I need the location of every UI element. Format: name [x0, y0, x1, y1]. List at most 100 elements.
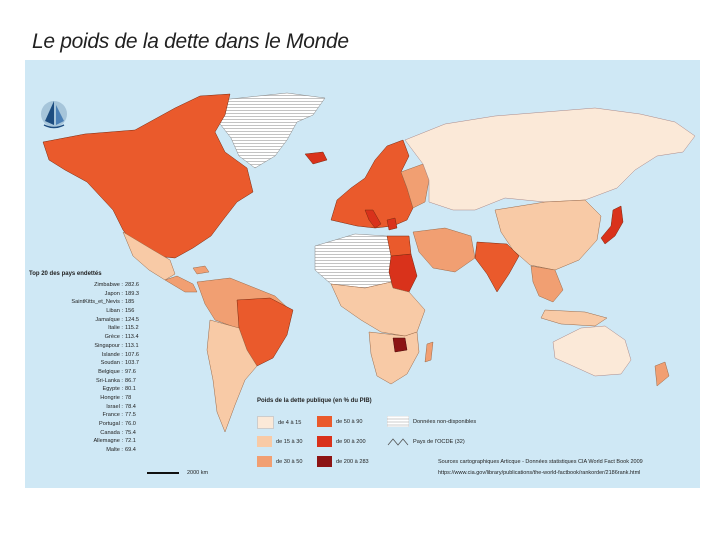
top20-country: Jamaïque :: [95, 316, 123, 323]
top20-row: Jamaïque :124.5: [29, 316, 155, 325]
legend-swatch: [317, 416, 332, 427]
top20-value: 86.7: [125, 377, 136, 384]
region-greenland: [216, 92, 326, 169]
top20-country: Egypte :: [102, 386, 123, 393]
region-canada-usa: [42, 93, 254, 259]
sources-line2: https://www.cia.gov/library/publications…: [438, 470, 641, 476]
world-map: [42, 92, 696, 433]
legend-item-30-50: de 30 à 50: [257, 456, 302, 467]
region-indonesia: [540, 309, 608, 327]
top20-value: 113.1: [125, 342, 139, 349]
top20-value: 78: [125, 394, 132, 401]
top20-row: Portugal :76.0: [29, 420, 155, 429]
region-europe: [330, 139, 414, 229]
sources: Sources cartographiques Articque - Donné…: [438, 457, 700, 479]
top20-row: Islande :107.6: [29, 351, 155, 360]
top20-country: Japon :: [104, 290, 123, 297]
region-egypt: [386, 235, 412, 257]
top20-row: Canada :75.4: [29, 429, 155, 438]
legend-item-no-data: Données non-disponibles: [387, 416, 476, 427]
top20-country: Hongrie :: [100, 394, 123, 401]
top20-value: 77.5: [125, 412, 136, 419]
legend-swatch: [317, 436, 332, 447]
legend-label: de 15 à 30: [276, 438, 303, 445]
top20-row: Israel :78.4: [29, 403, 155, 412]
region-china: [494, 199, 602, 271]
legend-swatch: [257, 436, 272, 447]
legend-swatch: [257, 416, 274, 429]
top20-row: Hongrie :78: [29, 394, 155, 403]
top20-value: 107.6: [125, 351, 139, 358]
top20-row: Sri-Lanka :86.7: [29, 377, 155, 386]
legend-item-50-90: de 50 à 90: [317, 416, 362, 427]
top20-row: Japon :189.3: [29, 290, 155, 299]
top20-country: Portugal :: [99, 421, 123, 427]
oecd-hatch-icon: [387, 438, 409, 446]
top20-row: Malte :69.4: [29, 446, 155, 455]
top20-row: Egypte :80.1: [29, 385, 155, 394]
region-russia: [404, 107, 696, 211]
top20-list: Zimbabwe :282.6 Japon :189.3 SaintKitts_et…: [29, 281, 155, 455]
top20-country: Israel :: [106, 403, 123, 410]
top20-value: 69.4: [125, 447, 136, 454]
legend-label: Pays de l'OCDE (32): [413, 438, 465, 445]
scale-bar: 2000 km: [147, 470, 208, 476]
region-central-africa: [330, 281, 426, 337]
stripes-swatch-icon: [387, 416, 409, 427]
legend-title: Poids de la dette publique (en % du PIB): [257, 398, 372, 404]
top20-country: SaintKitts_et_Nevis :: [71, 299, 123, 306]
legend-item-4-15: de 4 à 15: [257, 416, 301, 429]
legend-label: de 200 à 283: [336, 458, 369, 465]
region-zimbabwe: [392, 337, 408, 353]
top20-value: 76.0: [125, 421, 136, 427]
top20-country: Singapour :: [94, 342, 123, 349]
legend-item-200-283: de 200 à 283: [317, 456, 369, 467]
top20-country: Islande :: [101, 351, 123, 358]
top20-country: Belgique :: [98, 368, 123, 375]
region-italy: [364, 209, 382, 229]
top20-panel: Top 20 des pays endettés Zimbabwe :282.6…: [29, 271, 155, 455]
slide-title: Le poids de la dette dans le Monde: [32, 30, 349, 53]
top20-row: Grèce :113.4: [29, 333, 155, 342]
top20-value: 72.1: [125, 438, 136, 445]
top20-value: 282.6: [125, 282, 139, 288]
top20-country: Malte :: [106, 447, 123, 454]
legend-swatch: [317, 456, 332, 467]
legend-label: de 30 à 50: [276, 458, 303, 465]
legend-label: de 4 à 15: [278, 419, 302, 426]
top20-value: 75.4: [125, 429, 136, 436]
region-iceland: [304, 151, 328, 165]
region-mexico: [122, 231, 176, 281]
top20-row: France :77.5: [29, 411, 155, 420]
region-southern-africa: [368, 331, 420, 385]
region-japan: [600, 205, 624, 245]
top20-country: Liban :: [106, 308, 123, 315]
top20-value: 80.1: [125, 386, 136, 393]
top20-country: Allemagne :: [93, 438, 123, 445]
top20-country: France :: [102, 412, 123, 419]
top20-value: 113.4: [125, 334, 139, 341]
region-india: [474, 241, 520, 293]
legend-label: de 90 à 200: [336, 438, 366, 445]
top20-value: 189.3: [125, 290, 139, 297]
region-central-america: [164, 275, 198, 293]
top20-title: Top 20 des pays endettés: [29, 271, 102, 277]
legend-item-15-30: de 15 à 30: [257, 436, 302, 447]
region-madagascar: [424, 341, 434, 363]
region-caribbean: [192, 265, 210, 275]
top20-country: Zimbabwe :: [94, 282, 123, 288]
top20-row: Belgique :97.6: [29, 368, 155, 377]
legend-item-90-200: de 90 à 200: [317, 436, 366, 447]
top20-row: Soudan :103.7: [29, 359, 155, 368]
top20-value: 156: [125, 308, 135, 315]
region-australia: [552, 325, 632, 377]
scale-label: 2000 km: [187, 470, 209, 476]
top20-row: Allemagne :72.1: [29, 437, 155, 446]
sources-line1: Sources cartographiques Articque - Donné…: [438, 459, 643, 465]
top20-country: Sri-Lanka :: [95, 377, 123, 384]
legend-label: Données non-disponibles: [413, 418, 477, 425]
top20-country: Italie :: [108, 325, 123, 332]
legend-swatch: [257, 456, 272, 467]
articque-logo-icon: [41, 101, 67, 129]
top20-value: 115.2: [125, 325, 139, 332]
